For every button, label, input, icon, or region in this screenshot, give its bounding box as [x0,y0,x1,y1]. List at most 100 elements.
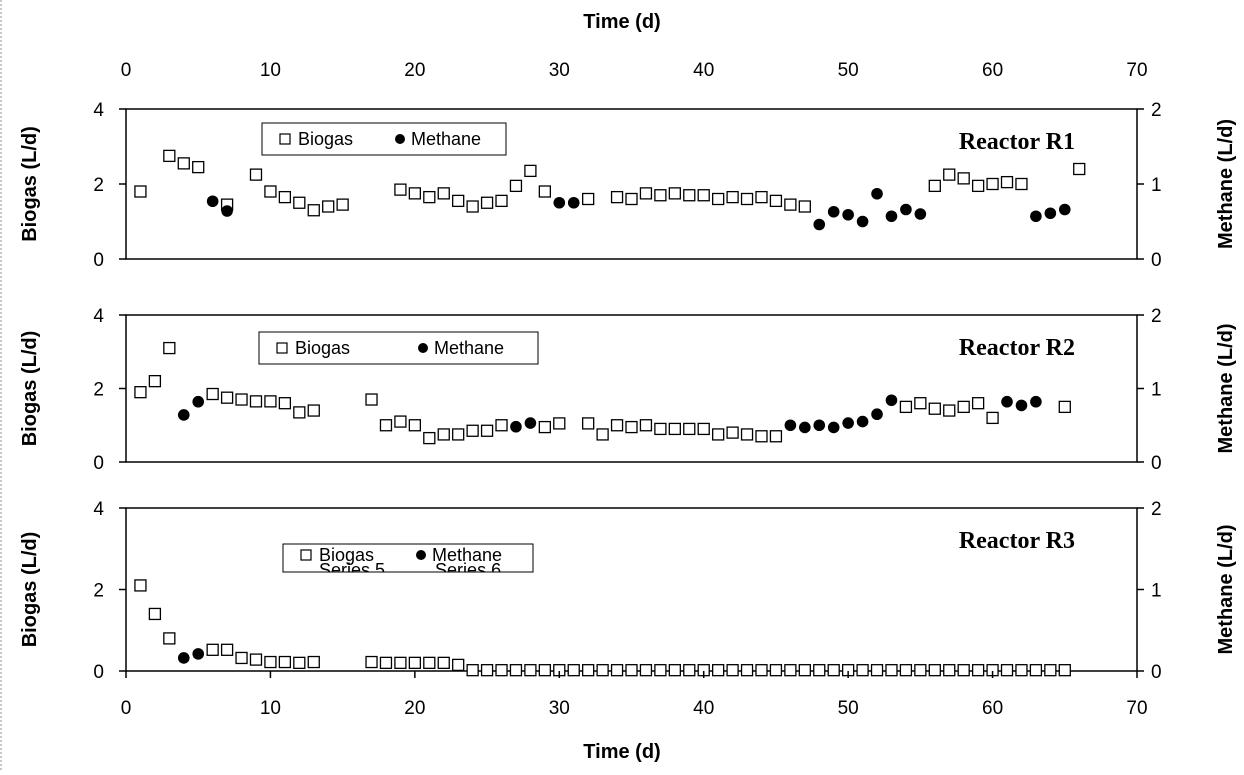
biogas-point [971,664,985,677]
biogas-point [235,393,248,406]
biogas-point [726,190,739,204]
methane-point [524,417,537,429]
biogas-point [683,422,696,436]
bottom-axis-tick-label: 0 [121,698,132,719]
reactor-label: Reactor R1 [959,129,1075,155]
top-axis-tick-label: 60 [982,60,1003,81]
methane-point [192,395,205,408]
biogas-point [293,196,306,209]
biogas-point [668,187,681,200]
biogas-point [740,664,754,677]
biogas-point [740,192,754,206]
right-y-tick-label: 2 [1151,306,1162,327]
biogas-point [220,391,234,404]
biogas-point [769,194,783,208]
biogas-point [480,424,494,437]
biogas-point [755,664,768,677]
biogas-point [365,655,378,669]
biogas-point [697,189,710,202]
right-y-tick-label: 0 [1151,250,1162,271]
biogas-point [856,664,869,677]
left-y-axis-title: Biogas (L/d) [19,532,41,648]
bottom-axis-tick-label: 10 [260,698,281,719]
biogas-point [957,400,970,414]
biogas-point [394,183,407,196]
biogas-point [654,664,667,677]
left-y-tick-label: 2 [93,380,104,401]
legend-methane-marker [395,134,405,144]
top-axis-tick-label: 40 [693,60,714,81]
biogas-point [755,190,768,204]
biogas-point [307,655,320,669]
methane-point [856,415,869,428]
legend [282,543,534,573]
biogas-point [971,397,985,410]
methane-point [799,421,811,434]
right-y-tick-label: 0 [1151,662,1162,683]
biogas-point [249,168,263,181]
biogas-point [379,656,393,669]
methane-point [842,417,854,429]
methane-point [553,196,566,209]
legend-methane-label: Methane [432,545,502,565]
legend-methane-label: Methane [411,129,481,149]
legend-biogas-marker [300,549,312,561]
biogas-point [683,664,696,677]
right-y-tick-label: 2 [1151,499,1162,520]
biogas-point [134,579,147,592]
biogas-point [1000,175,1014,189]
biogas-point [293,656,306,669]
biogas-point [639,419,653,432]
methane-point [885,394,898,407]
biogas-point [336,198,349,211]
biogas-point [235,651,248,665]
biogas-point [322,200,335,213]
biogas-point [423,656,436,669]
bottom-axis-tick-label: 40 [693,698,714,719]
biogas-point [928,179,941,193]
biogas-point [784,664,797,677]
methane-point [1044,207,1057,220]
biogas-point [610,190,624,204]
biogas-point [293,406,306,419]
biogas-point [553,417,566,430]
methane-point [827,421,840,434]
biogas-point [712,428,725,441]
biogas-point [928,402,941,415]
biogas-point [538,420,551,434]
biogas-point [971,179,985,193]
methane-point [221,205,233,217]
methane-point [813,419,826,432]
left-y-tick-label: 4 [93,100,104,121]
biogas-point [625,420,638,434]
methane-point [177,409,190,421]
biogas-point [639,664,653,677]
biogas-point [914,397,927,410]
legend [261,122,507,156]
biogas-point [278,190,292,204]
biogas-point [524,164,537,178]
biogas-point [177,157,190,170]
biogas-point [697,422,710,436]
biogas-point [134,185,147,198]
biogas-point [307,204,320,217]
legend-methane-marker [416,550,426,560]
biogas-point [1073,162,1086,176]
biogas-point [264,185,277,198]
reactor-panel [119,314,1144,463]
biogas-point [813,664,826,677]
reactor-panel [119,507,1144,677]
left-y-tick-label: 0 [93,250,104,271]
right-y-axis-title: Methane (L/d) [1215,324,1237,454]
biogas-point [567,664,580,677]
left-y-tick-label: 0 [93,453,104,474]
legend-methane-marker [418,343,428,353]
biogas-point [466,424,479,437]
biogas-point [452,658,465,672]
biogas-point [423,190,436,204]
methane-point [1058,203,1071,216]
biogas-point [654,189,667,202]
reactor-label: Reactor R2 [959,335,1075,361]
